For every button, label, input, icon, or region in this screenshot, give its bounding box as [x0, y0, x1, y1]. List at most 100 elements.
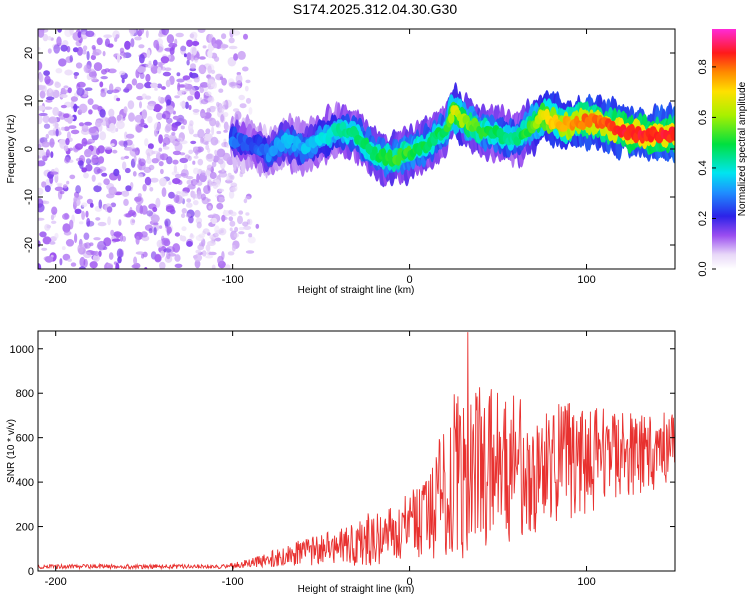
spectrogram-noise-blob	[201, 250, 207, 257]
spectrogram-noise-blob	[178, 84, 186, 88]
spectrogram-noise-blob	[41, 141, 51, 148]
spectrogram-noise-blob	[212, 81, 217, 89]
spectrogram-noise-blob	[193, 133, 200, 138]
spectrogram-noise-blob	[199, 82, 209, 88]
spectrogram-noise-blob	[221, 33, 227, 40]
figure-title: S174.2025.312.04.30.G30	[293, 1, 457, 17]
spectrogram-noise-blob	[155, 197, 161, 208]
spectrogram-noise-blob	[218, 188, 225, 192]
spectrogram-noise-blob	[85, 158, 92, 165]
spectrogram-noise-blob	[184, 82, 189, 88]
spectrogram-noise-blob	[149, 187, 154, 192]
spectrogram-noise-blob	[110, 229, 115, 237]
spectrogram-noise-blob	[78, 103, 88, 114]
spectrogram-noise-blob	[164, 218, 171, 227]
spectrogram-noise-blob	[66, 180, 70, 185]
spectrogram-noise-blob	[78, 266, 86, 269]
spectrogram-noise-blob	[62, 184, 68, 189]
spectrogram-noise-blob	[186, 79, 193, 83]
spectrogram-noise-blob	[103, 34, 113, 38]
spectrogram-noise-blob	[208, 205, 212, 210]
spectrogram-noise-blob	[103, 178, 110, 185]
spectrogram-noise-blob	[169, 136, 178, 143]
spectrogram-noise-blob	[190, 178, 198, 186]
colorbar-tick-label: 0.4	[697, 160, 709, 175]
spectrogram-noise-blob	[93, 185, 102, 193]
spectrogram-y-ticks: -20 -10 0 10 20	[23, 47, 675, 253]
spectrogram-noise-blob	[146, 157, 152, 164]
spectrogram-noise-blob	[214, 225, 220, 234]
spectrogram-noise-blob	[196, 181, 203, 186]
spectrogram-noise-blob	[60, 104, 67, 109]
spectrogram-noise-blob	[98, 250, 102, 257]
spectrogram-noise-blob	[207, 49, 213, 59]
spectrogram-noise-blob	[123, 198, 129, 206]
snr-x-label: Height of straight line (km)	[298, 584, 415, 595]
spectrogram-noise-blob	[99, 131, 107, 141]
spectrogram-noise-blob	[159, 261, 166, 269]
spectrogram-noise-blob	[171, 122, 180, 128]
spectrogram-noise-blob	[123, 106, 128, 114]
spectrogram-x-tick-label: 0	[407, 274, 413, 286]
spectrogram-noise-blob	[208, 251, 217, 256]
spectrogram-noise-blob	[54, 232, 59, 239]
spectrogram-noise-blob	[122, 54, 127, 59]
spectrogram-noise-blob	[93, 166, 101, 175]
spectrogram-noise-blob	[192, 194, 202, 199]
spectrogram-noise-blob	[231, 244, 236, 252]
spectrogram-noise-blob	[148, 228, 153, 234]
spectrogram-y-tick-label: -20	[23, 237, 35, 253]
spectrogram-noise-blob	[96, 37, 103, 46]
spectrogram-noise-blob	[63, 85, 69, 89]
spectrogram-noise-blob	[217, 158, 224, 165]
spectrogram-noise-blob	[181, 226, 187, 232]
spectrogram-noise-blob	[48, 129, 57, 136]
spectrogram-noise-blob	[54, 186, 64, 192]
snr-y-tick-label: 0	[28, 566, 34, 578]
spectrogram-noise-blob	[144, 81, 153, 89]
spectrogram-noise-blob	[243, 33, 248, 40]
spectrogram-noise-blob	[153, 222, 159, 226]
spectrogram-noise-blob	[238, 231, 245, 235]
spectrogram-noise-blob	[47, 48, 52, 54]
colorbar-tick-label: 0.0	[697, 261, 709, 276]
spectrogram-noise-blob	[81, 210, 85, 220]
spectrogram-noise-blob	[98, 156, 105, 164]
spectrogram-noise-blob	[155, 152, 162, 162]
spectrogram-noise-blob	[207, 97, 215, 103]
spectrogram-noise-blob	[190, 140, 197, 145]
spectrogram-noise-blob	[73, 196, 78, 203]
spectrogram-noise-blob	[210, 69, 216, 74]
spectrogram-noise-blob	[194, 90, 201, 100]
spectrogram-noise-blob	[42, 33, 49, 42]
spectrogram-noise-blob	[221, 77, 228, 86]
spectrogram-noise-blob	[134, 36, 142, 41]
spectrogram-noise-blob	[182, 119, 187, 126]
spectrogram-noise-blob	[43, 200, 50, 205]
spectrogram-noise-blob	[114, 37, 118, 42]
spectrogram-noise-blob	[216, 101, 220, 108]
spectrogram-noise-blob	[77, 31, 82, 38]
spectrogram-noise-blob	[83, 64, 92, 74]
spectrogram-noise-blob	[175, 32, 184, 38]
spectrogram-noise-blob	[99, 81, 104, 88]
spectrogram-noise-blob	[111, 89, 120, 94]
spectrogram-noise-blob	[192, 108, 200, 113]
spectrogram-noise-blob	[174, 263, 183, 268]
spectrogram-noise-blob	[75, 185, 81, 194]
snr-x-tick-label: -100	[222, 576, 244, 588]
spectrogram-noise-blob	[56, 182, 63, 186]
spectrogram-noise-blob	[204, 136, 211, 141]
spectrogram-noise-blob	[211, 264, 216, 269]
spectrogram-noise-blob	[69, 55, 73, 63]
spectrogram-noise-blob	[203, 185, 211, 195]
spectrogram-noise-blob	[189, 234, 195, 239]
spectrogram-noise-blob	[128, 29, 137, 34]
spectrogram-noise-blob	[91, 158, 99, 164]
spectrogram-noise-blob	[186, 52, 192, 61]
spectrogram-noise-blob	[166, 34, 175, 44]
spectrogram-noise-blob	[93, 48, 102, 56]
spectrogram-noise-blob	[146, 210, 153, 217]
spectrogram-noise-blob	[39, 231, 47, 238]
spectrogram-noise-blob	[42, 85, 47, 93]
